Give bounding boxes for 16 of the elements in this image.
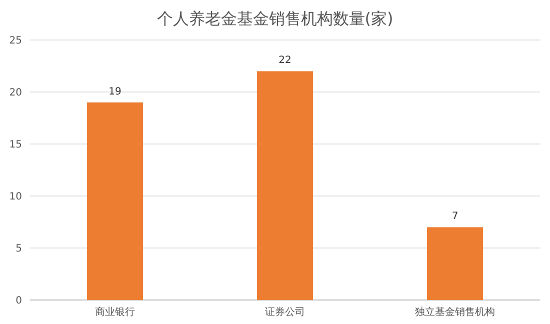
bar [426,227,484,300]
bar [256,71,314,300]
y-tick-label: 10 [9,192,22,202]
x-tick-label: 证券公司 [265,306,305,318]
data-label: 19 [108,86,122,98]
data-label: 7 [452,211,458,222]
y-tick-label: 25 [9,36,22,46]
y-tick-label: 0 [16,296,22,306]
chart-title: 个人养老金基金销售机构数量(家) [156,9,394,28]
y-tick-label: 20 [9,88,22,98]
x-tick-label: 商业银行 [95,306,135,318]
data-label: 22 [278,55,292,66]
y-tick-label: 15 [9,140,22,150]
bar [86,102,144,300]
y-tick-label: 5 [16,244,22,254]
x-tick-label: 独立基金销售机构 [415,306,495,318]
